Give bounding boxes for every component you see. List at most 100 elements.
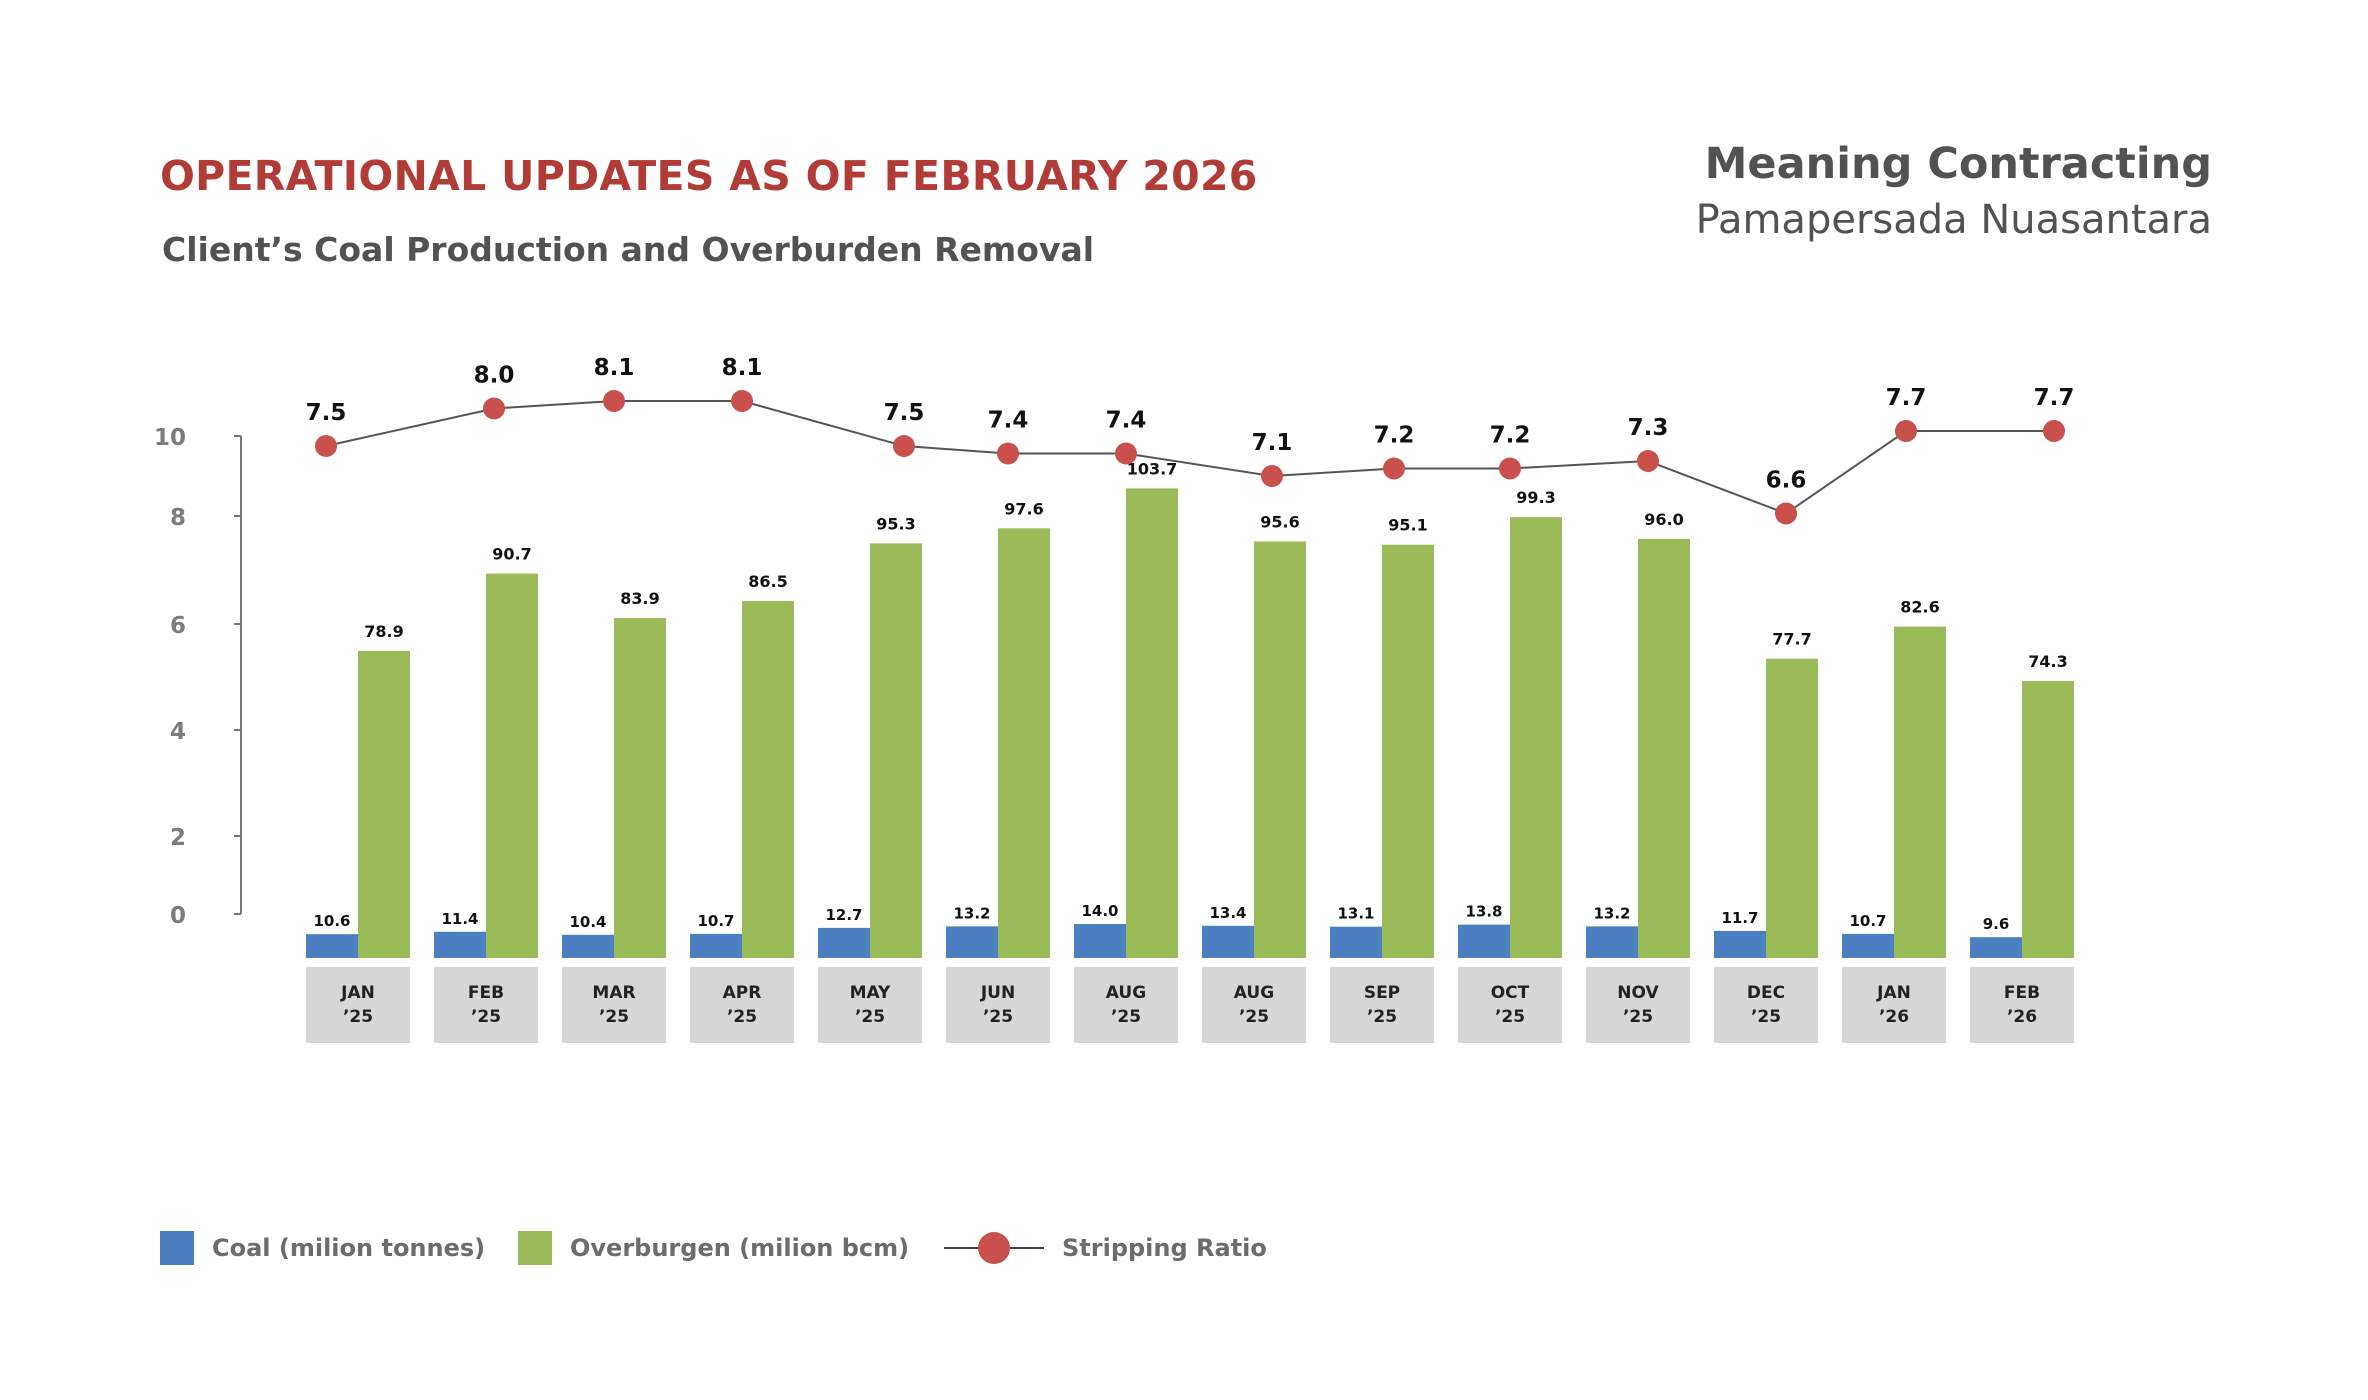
overburden-bar	[1126, 488, 1178, 958]
company-name-line2: Pamapersada Nuasantara	[1695, 197, 2212, 243]
stripping-ratio-point	[997, 442, 1019, 465]
overburden-data-label: 77.7	[1772, 630, 1811, 649]
overburden-bar	[1766, 658, 1818, 958]
overburden-bar	[1382, 544, 1434, 958]
category-year-label: ’25	[1751, 1007, 1781, 1027]
stripping-ratio-data-label: 8.0	[474, 363, 515, 389]
stripping-ratio-data-label: 7.5	[306, 400, 347, 426]
company-name-line1: Meaning Contracting	[1704, 139, 2212, 189]
overburden-data-label: 103.7	[1127, 459, 1178, 478]
y-axis-tick-label: 4	[170, 719, 186, 745]
category-year-label: ’26	[1879, 1007, 1909, 1027]
chart-subtitle: Client’s Coal Production and Overburden …	[162, 230, 1095, 269]
category-year-label: ’25	[343, 1007, 373, 1027]
category-month-label: JUN	[980, 983, 1015, 1003]
overburden-bar	[2022, 680, 2074, 958]
coal-data-label: 11.7	[1721, 909, 1758, 927]
stripping-ratio-point	[2043, 420, 2065, 442]
stripping-ratio-data-label: 8.1	[722, 355, 763, 381]
category-box	[690, 967, 794, 1043]
overburden-data-label: 86.5	[748, 572, 787, 591]
overburden-bar	[870, 543, 922, 958]
coal-data-label: 13.2	[1593, 904, 1630, 922]
coal-data-label: 13.4	[1209, 904, 1246, 922]
category-month-label: APR	[723, 983, 762, 1003]
category-box	[1714, 967, 1818, 1043]
page-title: OPERATIONAL UPDATES AS OF FEBRUARY 2026	[160, 152, 1258, 200]
coal-bar	[946, 926, 998, 958]
coal-bar	[690, 933, 742, 958]
category-month-label: NOV	[1617, 983, 1659, 1003]
overburden-data-label: 95.6	[1260, 512, 1299, 531]
stripping-ratio-data-label: 8.1	[594, 355, 635, 381]
coal-data-label: 10.6	[313, 912, 350, 930]
stripping-ratio-line	[325, 400, 2054, 515]
stripping-ratio-point	[483, 397, 505, 420]
category-year-label: ’25	[1111, 1007, 1141, 1027]
category-month-label: JAN	[340, 983, 375, 1003]
coal-bar	[1330, 926, 1382, 958]
coal-bar	[1970, 937, 2022, 958]
coal-data-label: 13.1	[1337, 905, 1374, 923]
category-year-label: ’25	[855, 1007, 885, 1027]
category-box	[1074, 967, 1178, 1043]
overburden-data-label: 74.3	[2028, 652, 2067, 671]
stripping-ratio-data-label: 7.7	[2034, 385, 2075, 411]
category-month-label: JAN	[1876, 983, 1911, 1003]
coal-data-label: 10.4	[569, 913, 606, 931]
stripping-ratio-data-label: 7.2	[1374, 423, 1415, 449]
coal-bar	[1714, 930, 1766, 958]
legend-ratio-symbol	[944, 1230, 1044, 1266]
stripping-ratio-point	[603, 390, 625, 412]
coal-data-label: 12.7	[825, 906, 862, 924]
coal-data-label: 11.4	[441, 910, 478, 928]
stripping-ratio-data-label: 7.7	[1886, 385, 1927, 411]
legend-ratio-label: Stripping Ratio	[1062, 1234, 1267, 1262]
category-box	[946, 967, 1050, 1043]
coal-bar	[434, 931, 486, 958]
stripping-ratio-point	[1499, 457, 1521, 480]
coal-bar	[1842, 933, 1894, 958]
overburden-bar	[1894, 626, 1946, 958]
category-year-label: ’25	[599, 1007, 629, 1027]
category-year-label: ’25	[471, 1007, 501, 1027]
category-box	[1202, 967, 1306, 1043]
y-axis-tick-label: 0	[170, 903, 186, 929]
coal-bar	[818, 927, 870, 958]
category-year-label: ’25	[1623, 1007, 1653, 1027]
coal-data-label: 14.0	[1081, 902, 1118, 920]
category-box	[818, 967, 922, 1043]
coal-bar	[1586, 926, 1638, 958]
y-axis-tick-label: 6	[170, 613, 186, 639]
category-year-label: ’26	[2007, 1007, 2037, 1027]
category-box	[434, 967, 538, 1043]
overburden-data-label: 97.6	[1004, 499, 1043, 518]
stripping-ratio-data-label: 7.5	[884, 400, 925, 426]
legend-overburden-swatch	[518, 1231, 552, 1265]
overburden-bar	[614, 618, 666, 958]
overburden-data-label: 90.7	[492, 545, 531, 564]
legend-coal-swatch	[160, 1231, 194, 1265]
category-month-label: MAR	[592, 983, 635, 1003]
stripping-ratio-point	[1261, 465, 1283, 487]
stripping-ratio-point	[893, 435, 915, 457]
y-axis-tick-label: 8	[170, 505, 186, 531]
category-box	[1330, 967, 1434, 1043]
coal-data-label: 10.7	[1849, 912, 1886, 930]
stripping-ratio-point	[1637, 450, 1659, 472]
coal-data-label: 13.2	[953, 904, 990, 922]
category-box	[306, 967, 410, 1043]
coal-bar	[562, 934, 614, 958]
category-year-label: ’25	[1495, 1007, 1525, 1027]
category-month-label: FEB	[2004, 983, 2040, 1003]
category-year-label: ’25	[1239, 1007, 1269, 1027]
legend-overburden: Overburgen (milion bcm)	[518, 1230, 909, 1266]
category-box	[1586, 967, 1690, 1043]
overburden-data-label: 99.3	[1516, 488, 1555, 507]
legend-ratio: Stripping Ratio	[944, 1230, 1267, 1266]
stripping-ratio-data-label: 7.3	[1628, 415, 1669, 441]
category-month-label: DEC	[1747, 983, 1785, 1003]
overburden-bar	[742, 601, 794, 958]
legend-coal-label: Coal (milion tonnes)	[212, 1234, 486, 1262]
stripping-ratio-point	[315, 435, 337, 457]
